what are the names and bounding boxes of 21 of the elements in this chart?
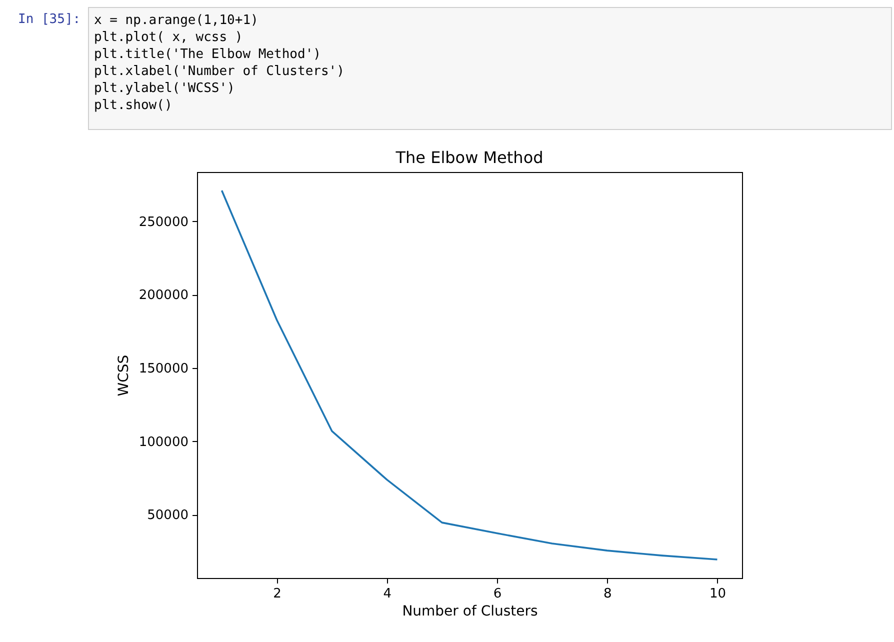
x-axis-title: Number of Clusters	[402, 604, 538, 620]
x-tick-label: 6	[493, 586, 502, 602]
text: plt.title('The Elbow Method')	[94, 46, 322, 63]
text: plt.ylabel('WCSS')	[94, 80, 236, 97]
y-tick-label: 200000	[138, 288, 188, 304]
text: plt.xlabel('Number of Clusters')	[94, 63, 346, 80]
y-tick-label: 50000	[147, 508, 188, 524]
y-tick-label: 150000	[138, 361, 188, 376]
y-axis-title: WCSS	[116, 354, 132, 396]
x-tick-label: 8	[603, 586, 612, 602]
text: x = np.arange(1,10+1)	[94, 12, 260, 29]
text: plt.show()	[94, 97, 174, 114]
y-tick-label: 100000	[138, 434, 188, 450]
line-series	[220, 190, 718, 560]
x-tick-label: 2	[273, 586, 282, 602]
x-tick-label: 10	[709, 586, 726, 602]
text: plt.plot( x, wcss )	[94, 29, 244, 46]
text: In [35]:	[18, 12, 81, 27]
y-tick-label: 250000	[138, 214, 188, 230]
x-tick-label: 4	[383, 586, 392, 602]
chart-title: The Elbow Method	[394, 148, 544, 167]
